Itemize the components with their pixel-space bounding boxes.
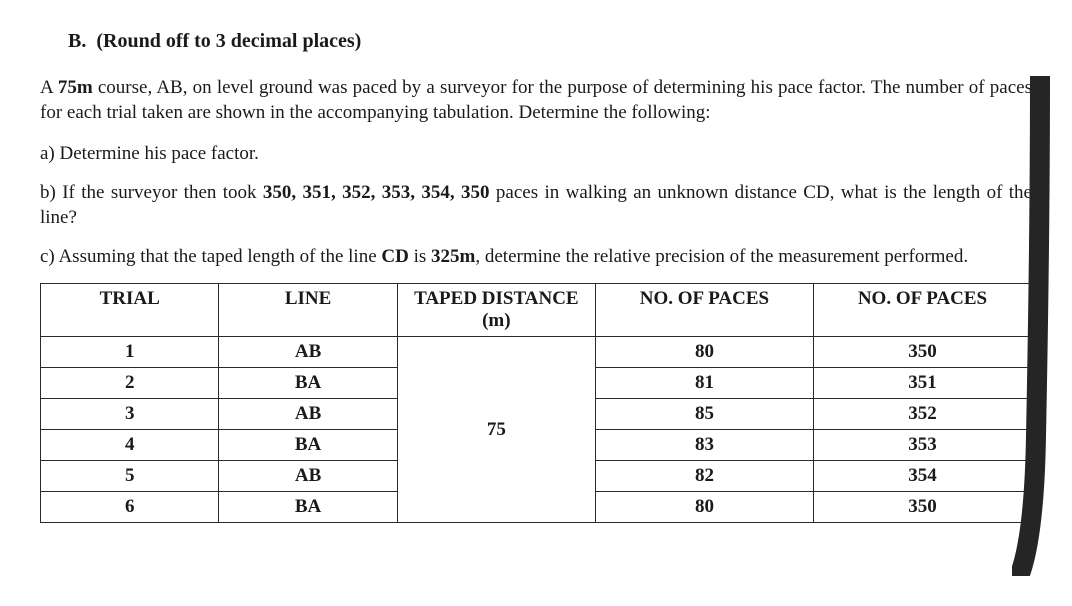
cell-paces-2: 350 [813, 492, 1031, 523]
cell-paces-2: 351 [813, 368, 1031, 399]
intro-post: course, AB, on level ground was paced by… [40, 77, 1032, 123]
table-body: 1AB75803502BA813513AB853524BA833535AB823… [41, 337, 1032, 523]
cell-line: BA [219, 492, 397, 523]
table-row: 1AB7580350 [41, 337, 1032, 368]
th-paces1: NO. OF PACES [595, 284, 813, 337]
qb-pre: b) If the surveyor then took [40, 182, 263, 203]
intro-pre: A [40, 77, 58, 98]
cell-paces-1: 85 [595, 399, 813, 430]
qc-dist: 325m [431, 246, 475, 267]
pacing-table: TRIAL LINE TAPED DISTANCE (m) NO. OF PAC… [40, 283, 1032, 523]
cell-paces-1: 81 [595, 368, 813, 399]
page: B. (Round off to 3 decimal places) A 75m… [0, 0, 1072, 543]
intro-course: 75m [58, 77, 93, 98]
cell-paces-2: 353 [813, 430, 1031, 461]
cell-paces-1: 82 [595, 461, 813, 492]
table-header-row: TRIAL LINE TAPED DISTANCE (m) NO. OF PAC… [41, 284, 1032, 337]
intro-paragraph: A 75m course, AB, on level ground was pa… [40, 75, 1032, 125]
qc-post: , determine the relative precision of th… [475, 246, 968, 267]
section-label: B. [68, 30, 86, 52]
th-taped: TAPED DISTANCE (m) [397, 284, 595, 337]
cell-line: BA [219, 368, 397, 399]
cell-trial: 1 [41, 337, 219, 368]
cell-paces-2: 354 [813, 461, 1031, 492]
section-heading: B. (Round off to 3 decimal places) [68, 30, 1032, 53]
qa-text: a) Determine his pace factor. [40, 143, 259, 164]
th-line: LINE [219, 284, 397, 337]
cell-line: AB [219, 337, 397, 368]
th-trial: TRIAL [41, 284, 219, 337]
cell-paces-1: 80 [595, 492, 813, 523]
cell-paces-1: 83 [595, 430, 813, 461]
cell-taped-distance: 75 [397, 337, 595, 523]
section-instruction: (Round off to 3 decimal places) [96, 30, 361, 52]
cell-line: AB [219, 461, 397, 492]
qc-mid: is [409, 246, 431, 267]
cell-trial: 3 [41, 399, 219, 430]
qc-line: CD [381, 246, 408, 267]
qc-pre: c) Assuming that the taped length of the… [40, 246, 381, 267]
cell-line: BA [219, 430, 397, 461]
th-paces2: NO. OF PACES [813, 284, 1031, 337]
cell-paces-2: 352 [813, 399, 1031, 430]
qb-paces: 350, 351, 352, 353, 354, 350 [263, 182, 490, 203]
cell-paces-2: 350 [813, 337, 1031, 368]
cell-trial: 5 [41, 461, 219, 492]
cell-trial: 4 [41, 430, 219, 461]
cell-paces-1: 80 [595, 337, 813, 368]
question-a: a) Determine his pace factor. [40, 141, 1032, 166]
question-b: b) If the surveyor then took 350, 351, 3… [40, 180, 1032, 230]
cell-trial: 2 [41, 368, 219, 399]
cell-trial: 6 [41, 492, 219, 523]
question-c: c) Assuming that the taped length of the… [40, 244, 1032, 269]
cell-line: AB [219, 399, 397, 430]
